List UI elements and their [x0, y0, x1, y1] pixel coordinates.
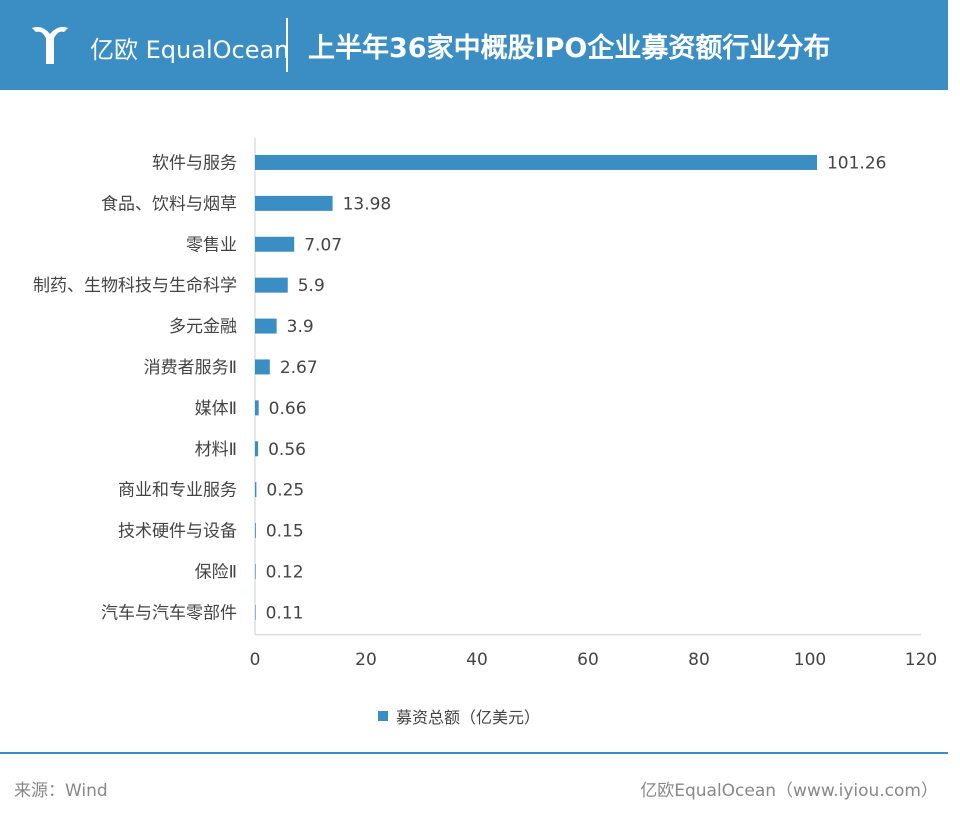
x-tick-label: 120 — [905, 650, 937, 670]
x-tick-label: 60 — [577, 650, 599, 670]
bar — [255, 236, 295, 252]
data-label: 101.26 — [827, 153, 886, 173]
bar — [255, 523, 256, 539]
header-divider — [286, 18, 288, 72]
bar — [255, 482, 257, 498]
category-label: 食品、饮料与烟草 — [101, 194, 237, 214]
category-label: 多元金融 — [169, 317, 237, 337]
x-tick-label: 100 — [794, 650, 826, 670]
bar — [255, 359, 270, 375]
category-label: 软件与服务 — [152, 153, 237, 173]
legend: 募资总额（亿美元） — [378, 706, 541, 727]
data-label: 0.11 — [266, 603, 304, 623]
data-label: 5.9 — [298, 276, 325, 296]
logo-text: 亿欧 EqualOcean — [90, 36, 290, 64]
header-banner: 亿欧 EqualOcean 上半年36家中概股IPO企业募资额行业分布 — [0, 0, 948, 90]
bar — [255, 604, 256, 620]
data-label: 13.98 — [343, 194, 392, 214]
category-label: 制药、生物科技与生命科学 — [33, 276, 237, 296]
category-label: 零售业 — [186, 235, 237, 255]
credit-note: 亿欧EqualOcean（www.iyiou.com） — [640, 781, 938, 801]
bar — [255, 277, 288, 293]
x-tick-label: 40 — [466, 650, 488, 670]
x-tick-label: 80 — [688, 650, 710, 670]
bar — [255, 563, 256, 579]
legend-label: 募资总额（亿美元） — [396, 708, 541, 727]
x-tick-label: 20 — [355, 650, 377, 670]
equalocean-logo-icon — [32, 26, 68, 64]
legend-swatch — [378, 711, 388, 721]
data-label: 3.9 — [287, 317, 314, 337]
data-label: 0.15 — [266, 522, 304, 542]
chart-title: 上半年36家中概股IPO企业募资额行业分布 — [308, 33, 831, 64]
bar — [255, 318, 277, 334]
data-label: 7.07 — [304, 235, 342, 255]
bar-chart: 软件与服务 101.26 食品、饮料与烟草 13.98 零售业 7.07 制药、生物科技与生… — [33, 138, 937, 670]
category-label: 媒体Ⅱ — [195, 399, 237, 419]
x-tick-label: 0 — [250, 650, 261, 670]
data-label: 0.56 — [268, 440, 306, 460]
bar — [255, 195, 333, 211]
bar — [255, 154, 817, 170]
category-label: 商业和专业服务 — [118, 481, 237, 501]
footer-divider — [0, 752, 948, 754]
category-label: 消费者服务Ⅱ — [144, 358, 237, 378]
data-label: 2.67 — [280, 358, 318, 378]
bar — [255, 400, 259, 416]
data-label: 0.66 — [269, 399, 307, 419]
category-label: 保险Ⅱ — [195, 562, 237, 582]
category-label: 材料Ⅱ — [195, 440, 237, 460]
source-note: 来源：Wind — [14, 781, 108, 801]
category-label: 汽车与汽车零部件 — [101, 603, 237, 623]
category-label: 技术硬件与设备 — [118, 522, 237, 542]
data-label: 0.12 — [266, 562, 304, 582]
data-label: 0.25 — [266, 481, 304, 501]
bar — [255, 441, 259, 457]
